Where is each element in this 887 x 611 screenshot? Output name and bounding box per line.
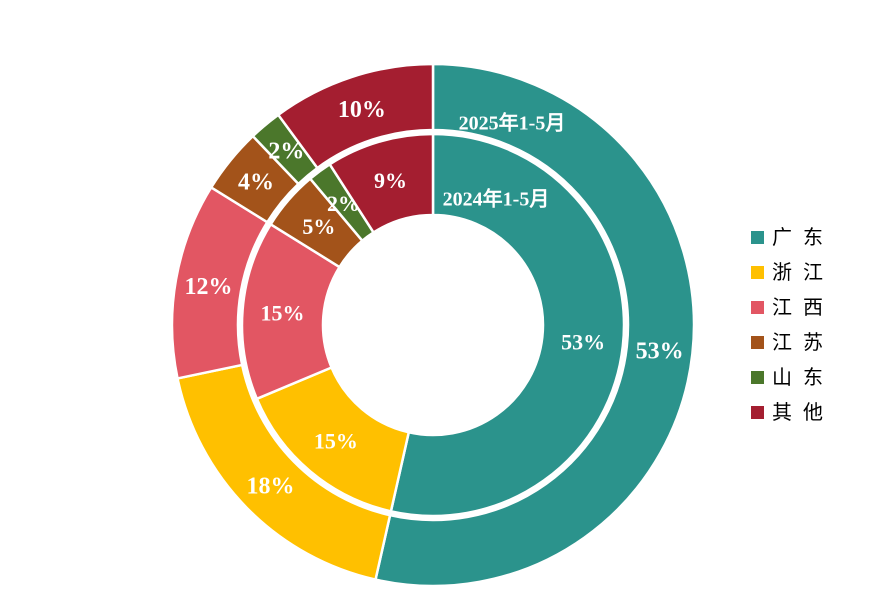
inner-ring-value-label-3: 5% [302, 214, 335, 239]
legend-item: 其 他 [751, 395, 823, 430]
outer-ring-value-label-1: 18% [247, 473, 295, 499]
outer-ring-slice-5 [277, 62, 435, 170]
legend-item: 江 西 [751, 290, 823, 325]
legend-label: 江 苏 [772, 331, 823, 354]
outer-ring-value-label-0: 53% [636, 339, 684, 365]
legend-swatch-icon [751, 231, 764, 244]
legend-swatch-icon [751, 371, 764, 384]
legend-label: 浙 江 [772, 261, 823, 284]
legend-item: 广 东 [751, 220, 823, 255]
legend-item: 浙 江 [751, 255, 823, 290]
chart-legend: 广 东 浙 江 江 西 江 苏 山 东 其 他 [751, 220, 823, 430]
legend-label: 山 东 [772, 366, 823, 389]
inner-ring-value-label-2: 15% [261, 301, 305, 326]
outer-ring-value-label-2: 12% [185, 274, 233, 300]
inner-ring-value-label-5: 9% [374, 168, 407, 193]
legend-item: 江 苏 [751, 325, 823, 360]
legend-item: 山 东 [751, 360, 823, 395]
outer-ring-value-label-3: 4% [238, 170, 274, 196]
legend-swatch-icon [751, 301, 764, 314]
inner-ring-series-label: 2024年1-5月 [442, 188, 550, 211]
legend-swatch-icon [751, 266, 764, 279]
outer-ring-value-label-5: 10% [338, 97, 386, 123]
legend-label: 广 东 [772, 226, 823, 249]
outer-ring-slice-0 [374, 62, 696, 588]
inner-ring-value-label-1: 15% [314, 428, 358, 453]
inner-ring-value-label-0: 53% [561, 329, 605, 354]
legend-label: 江 西 [772, 296, 823, 319]
legend-label: 其 他 [772, 401, 823, 424]
legend-swatch-icon [751, 406, 764, 419]
inner-ring-slice-0 [389, 132, 626, 518]
legend-swatch-icon [751, 336, 764, 349]
inner-ring-slice-5 [328, 132, 435, 234]
outer-ring-series-label: 2025年1-5月 [458, 112, 566, 135]
